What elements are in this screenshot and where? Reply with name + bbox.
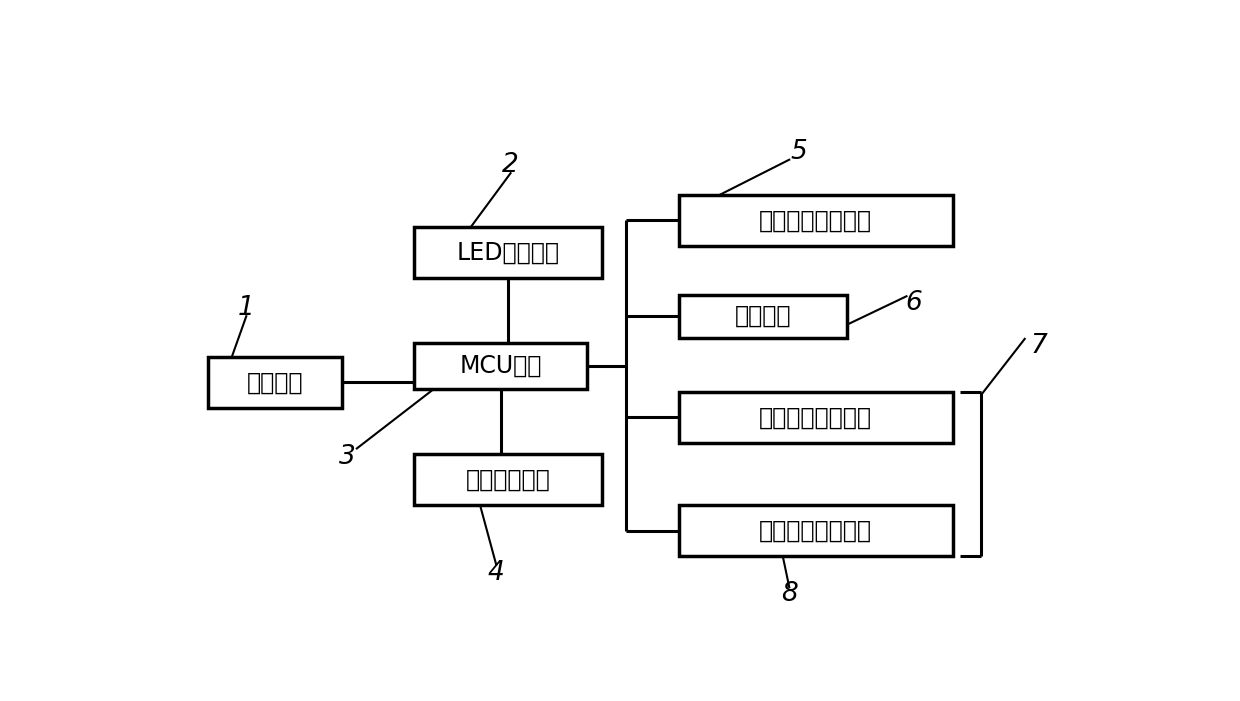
Text: 双绞串扰测试模块: 双绞串扰测试模块 bbox=[759, 519, 872, 543]
Text: 开关控制模块: 开关控制模块 bbox=[466, 468, 551, 491]
Text: 8: 8 bbox=[781, 581, 797, 607]
Bar bbox=[678, 195, 952, 246]
Bar bbox=[414, 227, 601, 278]
Text: 主机电源: 主机电源 bbox=[247, 370, 304, 395]
Bar bbox=[414, 454, 601, 505]
Text: 线缆单端测试模块: 线缆单端测试模块 bbox=[759, 405, 872, 430]
Bar bbox=[678, 294, 847, 338]
Text: 测线模块: 测线模块 bbox=[734, 304, 791, 328]
Text: 2: 2 bbox=[502, 152, 520, 178]
Bar bbox=[414, 343, 588, 389]
Text: 1: 1 bbox=[238, 295, 254, 321]
Text: MCU模块: MCU模块 bbox=[460, 354, 542, 378]
Text: 5: 5 bbox=[790, 139, 807, 165]
Text: 6: 6 bbox=[905, 290, 923, 315]
Bar bbox=[208, 357, 342, 408]
Text: 寻线信号发射模块: 寻线信号发射模块 bbox=[759, 208, 872, 233]
Text: 3: 3 bbox=[339, 444, 356, 470]
Text: 7: 7 bbox=[1030, 333, 1048, 359]
Text: LED显示模块: LED显示模块 bbox=[456, 241, 559, 265]
Bar bbox=[678, 392, 952, 443]
Bar bbox=[678, 505, 952, 557]
Text: 4: 4 bbox=[487, 559, 505, 585]
